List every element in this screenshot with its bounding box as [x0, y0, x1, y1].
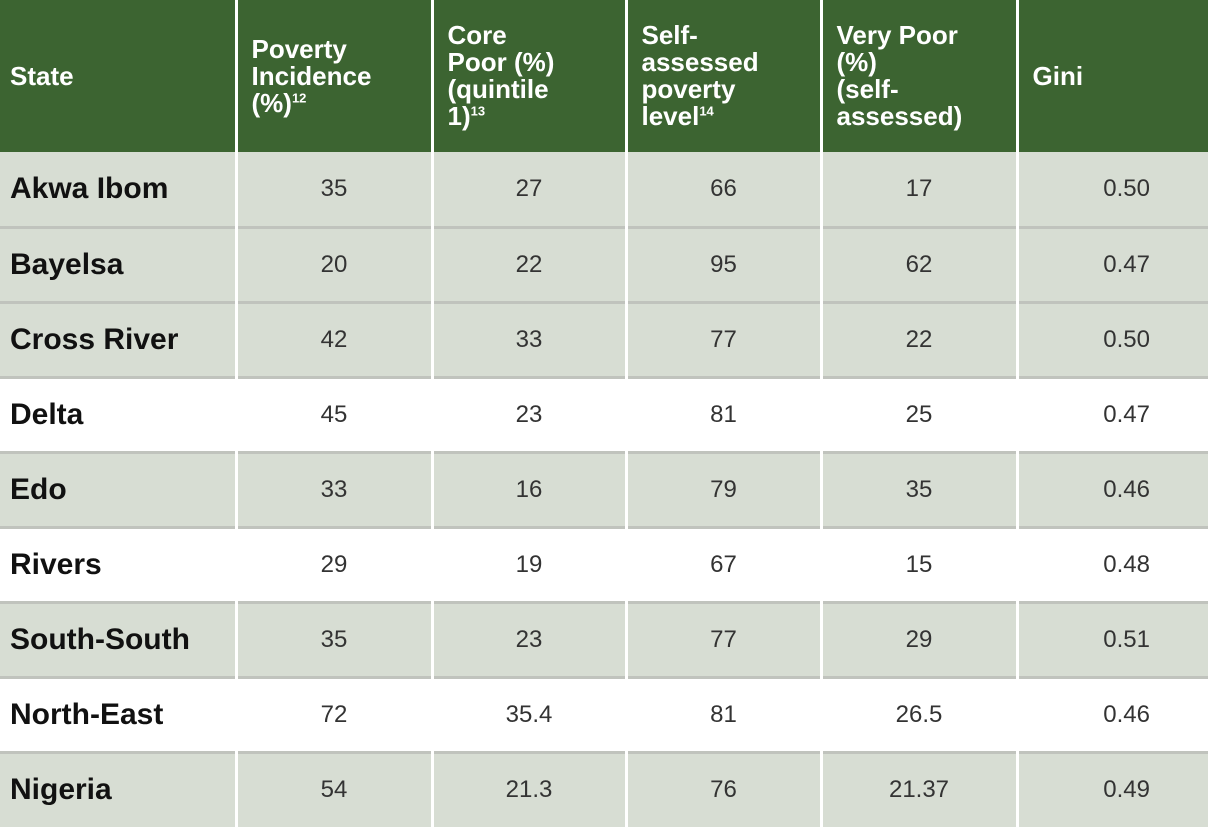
cell-state: Cross River: [0, 300, 236, 377]
cell-poverty: 45: [234, 375, 432, 452]
cell-self: 76: [624, 750, 821, 827]
cell-core: 27: [430, 152, 626, 227]
footnote-ref: 13: [470, 103, 486, 119]
cell-state: South-South: [0, 600, 236, 677]
cell-poverty: 35: [234, 600, 432, 677]
cell-self: 95: [624, 225, 821, 302]
cell-core: 21.3: [430, 750, 626, 827]
cell-very: 26.5: [819, 675, 1017, 752]
cell-very: 29: [819, 600, 1017, 677]
table-row: Cross River 42 33 77 22 0.50: [0, 300, 1208, 377]
cell-state: Bayelsa: [0, 225, 236, 302]
cell-state: Delta: [0, 375, 236, 452]
header-poverty-incidence: Poverty Incidence (%)12: [234, 0, 432, 152]
cell-self: 81: [624, 675, 821, 752]
header-self-assessed: Self- assessed poverty level14: [624, 0, 821, 152]
footnote-ref: 14: [699, 103, 714, 119]
cell-poverty: 54: [234, 750, 432, 827]
header-core-poor: Core Poor (%) (quintile 1)13: [430, 0, 626, 152]
header-very-poor: Very Poor (%) (self- assessed): [819, 0, 1017, 152]
cell-self: 81: [624, 375, 821, 452]
table-row: Rivers 29 19 67 15 0.48: [0, 525, 1208, 602]
table-row: Edo 33 16 79 35 0.46: [0, 450, 1208, 527]
cell-poverty: 29: [234, 525, 432, 602]
cell-self: 77: [624, 600, 821, 677]
cell-gini: 0.50: [1015, 300, 1208, 377]
header-gini: Gini: [1015, 0, 1208, 152]
cell-self: 66: [624, 152, 821, 227]
cell-very: 21.37: [819, 750, 1017, 827]
cell-very: 35: [819, 450, 1017, 527]
table-header: State Poverty Incidence (%)12 Core Poor …: [0, 0, 1208, 152]
cell-gini: 0.47: [1015, 375, 1208, 452]
cell-state: Akwa Ibom: [0, 152, 236, 227]
table-row: Akwa Ibom 35 27 66 17 0.50: [0, 152, 1208, 227]
cell-poverty: 20: [234, 225, 432, 302]
header-row: State Poverty Incidence (%)12 Core Poor …: [0, 0, 1208, 152]
cell-poverty: 42: [234, 300, 432, 377]
table-row: South-South 35 23 77 29 0.51: [0, 600, 1208, 677]
cell-gini: 0.50: [1015, 152, 1208, 227]
cell-self: 67: [624, 525, 821, 602]
cell-poverty: 33: [234, 450, 432, 527]
cell-very: 15: [819, 525, 1017, 602]
cell-gini: 0.47: [1015, 225, 1208, 302]
footnote-ref: 12: [291, 89, 307, 105]
table-row: Delta 45 23 81 25 0.47: [0, 375, 1208, 452]
cell-core: 33: [430, 300, 626, 377]
cell-poverty: 72: [234, 675, 432, 752]
cell-self: 77: [624, 300, 821, 377]
cell-gini: 0.48: [1015, 525, 1208, 602]
table-row: North-East 72 35.4 81 26.5 0.46: [0, 675, 1208, 752]
cell-self: 79: [624, 450, 821, 527]
cell-core: 19: [430, 525, 626, 602]
cell-poverty: 35: [234, 152, 432, 227]
cell-gini: 0.46: [1015, 675, 1208, 752]
cell-very: 22: [819, 300, 1017, 377]
cell-very: 62: [819, 225, 1017, 302]
cell-core: 22: [430, 225, 626, 302]
cell-very: 17: [819, 152, 1017, 227]
cell-state: North-East: [0, 675, 236, 752]
cell-core: 16: [430, 450, 626, 527]
cell-state: Nigeria: [0, 750, 236, 827]
cell-very: 25: [819, 375, 1017, 452]
cell-gini: 0.46: [1015, 450, 1208, 527]
cell-gini: 0.49: [1015, 750, 1208, 827]
table-body: Akwa Ibom 35 27 66 17 0.50 Bayelsa 20 22…: [0, 152, 1208, 827]
table-row: Nigeria 54 21.3 76 21.37 0.49: [0, 750, 1208, 827]
cell-state: Edo: [0, 450, 236, 527]
cell-state: Rivers: [0, 525, 236, 602]
cell-core: 35.4: [430, 675, 626, 752]
cell-gini: 0.51: [1015, 600, 1208, 677]
header-state: State: [0, 0, 236, 152]
cell-core: 23: [430, 600, 626, 677]
table-row: Bayelsa 20 22 95 62 0.47: [0, 225, 1208, 302]
cell-core: 23: [430, 375, 626, 452]
